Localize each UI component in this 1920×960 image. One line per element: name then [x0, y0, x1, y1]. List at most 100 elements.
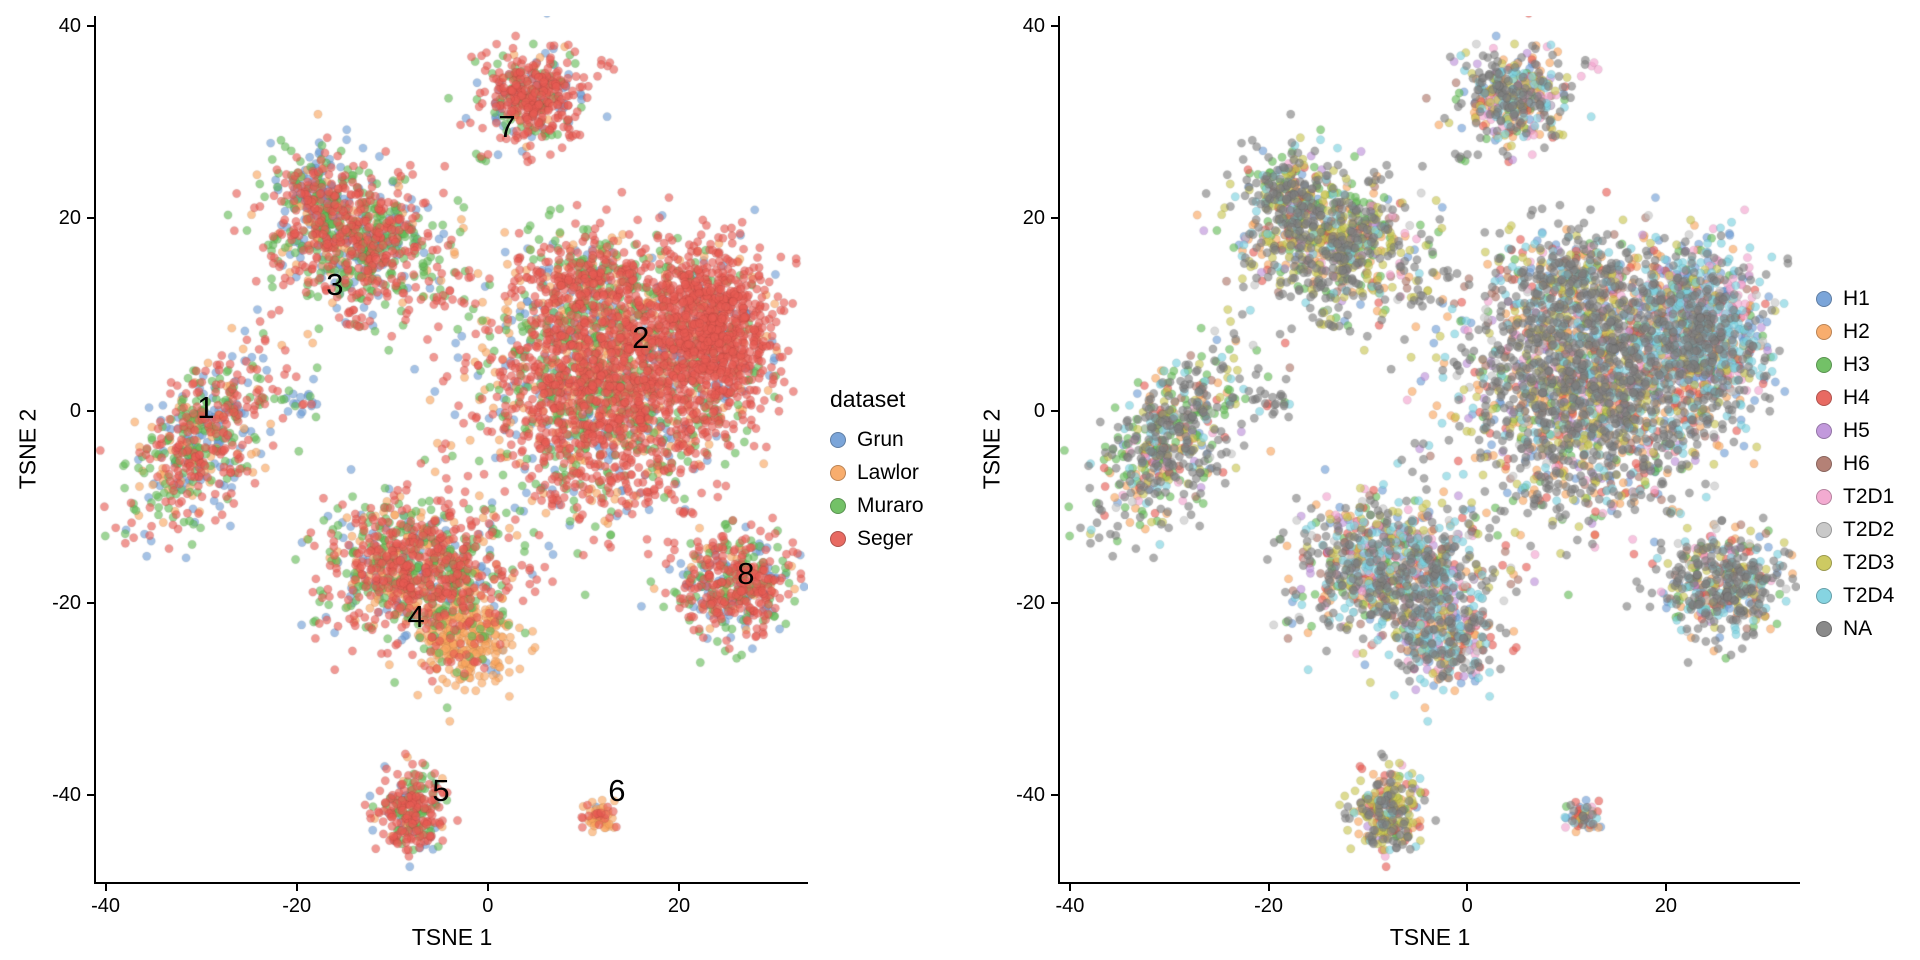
legend-label: Muraro [857, 494, 924, 517]
cluster-annotation: 7 [498, 108, 516, 144]
legend-dot-icon [1816, 489, 1832, 505]
y-tick-mark [87, 794, 94, 797]
legend-dot-icon [1816, 423, 1832, 439]
legend-dot-icon [1816, 522, 1832, 538]
y-tick-mark [1051, 794, 1058, 797]
y-tick-mark [87, 24, 94, 27]
legend-label: H6 [1843, 452, 1870, 475]
legend-item-h6: H6 [1816, 452, 1894, 475]
legend-item-grun: Grun [830, 428, 924, 451]
legend-label: T2D1 [1843, 485, 1895, 508]
legend-label: H2 [1843, 320, 1870, 343]
x-axis-line [1058, 882, 1800, 884]
legend-label: Lawlor [857, 461, 919, 484]
cluster-annotation: 1 [197, 389, 215, 425]
legend-label: H3 [1843, 353, 1870, 376]
donor-legend: H1 H2 H3 H4 H5 H6 T2D1 T2D2 T2D3 T2D4 NA [1816, 287, 1895, 651]
y-tick-label: 0 [1033, 399, 1045, 422]
panel-dataset: TSNE 1 TSNE 2 dataset Grun Lawlor Muraro Se… [15, 14, 924, 950]
x-axis-title: TSNE 1 [411, 924, 493, 950]
tsne-dataset-scatter-canvas [96, 16, 808, 882]
legend-item-h3: H3 [1816, 353, 1894, 376]
y-tick-label: 0 [69, 399, 81, 422]
legend-dot-icon [830, 465, 846, 481]
dataset-legend: dataset Grun Lawlor Muraro Seger [830, 386, 924, 561]
legend-dot-icon [1816, 324, 1832, 340]
x-tick-mark [295, 884, 298, 891]
legend-item-lawlor: Lawlor [830, 461, 924, 484]
legend-item-t2d2: T2D2 [1816, 518, 1895, 541]
legend-dot-icon [830, 498, 846, 514]
x-tick-label: 20 [667, 895, 691, 917]
legend-item-seger: Seger [830, 527, 924, 550]
legend-item-t2d3: T2D3 [1816, 551, 1895, 574]
y-tick-label: -20 [1016, 591, 1045, 614]
x-tick-label: -20 [282, 895, 312, 917]
cluster-annotation: 3 [326, 267, 344, 303]
y-tick-label: 40 [58, 14, 81, 37]
legend-item-h2: H2 [1816, 320, 1894, 343]
dataset-legend-title: dataset [830, 386, 906, 412]
legend-dot-icon [1816, 390, 1832, 406]
y-tick-mark [87, 601, 94, 604]
x-tick-mark [1664, 884, 1667, 891]
x-tick-label: -20 [1254, 895, 1284, 917]
legend-item-na: NA [1816, 617, 1894, 640]
y-tick-label: 40 [1022, 14, 1045, 37]
cluster-annotation: 8 [737, 556, 755, 592]
x-tick-mark [486, 884, 489, 891]
x-tick-mark [104, 884, 107, 891]
x-tick-label: -40 [1055, 895, 1085, 917]
legend-label: T2D4 [1843, 584, 1895, 607]
legend-label: NA [1843, 617, 1873, 640]
x-tick-label: -40 [91, 895, 120, 917]
panel-donor: TSNE 1 TSNE 2 H1 H2 H3 H4 H5 H6 T2D1 T2D2 T2D3 T2… [960, 0, 1920, 960]
legend-item-muraro: Muraro [830, 494, 924, 517]
y-tick-label: -20 [52, 591, 81, 614]
legend-item-h1: H1 [1816, 287, 1894, 310]
donor-legend-items: H1 H2 H3 H4 H5 H6 T2D1 T2D2 T2D3 T2D4 NA [1816, 287, 1895, 640]
cluster-annotation: 5 [432, 772, 450, 808]
x-tick-mark [1267, 884, 1270, 891]
y-tick-mark [1051, 409, 1058, 412]
legend-label: Grun [857, 428, 904, 451]
legend-item-h5: H5 [1816, 419, 1894, 442]
x-tick-label: 0 [1461, 895, 1473, 917]
y-tick-label: 20 [1022, 207, 1045, 230]
y-tick-label: 20 [58, 207, 81, 230]
x-tick-label: 0 [482, 895, 494, 917]
x-tick-mark [677, 884, 680, 891]
x-axis-line [94, 882, 808, 884]
x-tick-mark [1068, 884, 1071, 891]
legend-dot-icon [830, 432, 846, 448]
legend-label: H4 [1843, 386, 1870, 409]
y-tick-mark [1051, 601, 1058, 604]
y-tick-mark [87, 409, 94, 412]
dataset-legend-items: Grun Lawlor Muraro Seger [830, 428, 924, 550]
legend-dot-icon [1816, 291, 1832, 307]
legend-item-t2d4: T2D4 [1816, 584, 1895, 607]
legend-label: T2D3 [1843, 551, 1895, 574]
legend-label: H5 [1843, 419, 1870, 442]
x-axis-title: TSNE 1 [1389, 924, 1471, 950]
y-axis-line [94, 16, 96, 884]
legend-label: Seger [857, 527, 914, 550]
y-axis-line [1058, 16, 1060, 884]
legend-item-h4: H4 [1816, 386, 1894, 409]
legend-dot-icon [1816, 621, 1832, 637]
legend-label: H1 [1843, 287, 1870, 310]
legend-dot-icon [1816, 357, 1832, 373]
y-tick-mark [1051, 24, 1058, 27]
y-tick-label: -40 [1016, 784, 1045, 807]
x-tick-mark [1466, 884, 1469, 891]
legend-item-t2d1: T2D1 [1816, 485, 1895, 508]
legend-dot-icon [830, 531, 846, 547]
legend-dot-icon [1816, 588, 1832, 604]
legend-label: T2D2 [1843, 518, 1895, 541]
tsne-donor-scatter-canvas [1060, 16, 1800, 882]
y-tick-mark [1051, 217, 1058, 220]
legend-dot-icon [1816, 456, 1832, 472]
x-tick-label: 20 [1654, 895, 1678, 917]
cluster-annotation: 4 [407, 599, 425, 635]
